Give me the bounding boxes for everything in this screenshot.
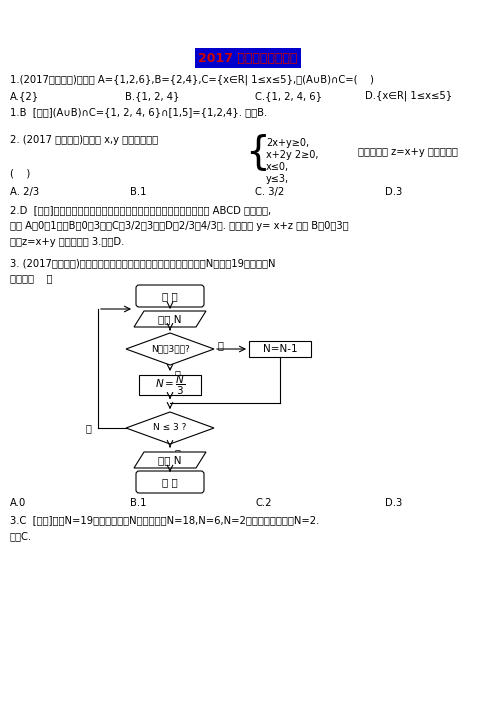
Text: A.{2}: A.{2} bbox=[10, 91, 39, 101]
Text: D.{x∈R| 1≤x≤5}: D.{x∈R| 1≤x≤5} bbox=[365, 91, 452, 101]
Text: 时，z=x+y 取最大値为 3.故选D.: 时，z=x+y 取最大値为 3.故选D. bbox=[10, 237, 124, 247]
Text: A.0: A.0 bbox=[10, 498, 26, 508]
Text: 2x+y≥0,: 2x+y≥0, bbox=[266, 138, 309, 148]
FancyBboxPatch shape bbox=[136, 285, 204, 307]
Text: x≤0,: x≤0, bbox=[266, 162, 289, 172]
Text: 输入 N: 输入 N bbox=[158, 314, 182, 324]
Text: D.3: D.3 bbox=[385, 187, 402, 197]
Text: $N = \dfrac{N}{3}$: $N = \dfrac{N}{3}$ bbox=[155, 373, 185, 397]
Polygon shape bbox=[134, 452, 206, 468]
Polygon shape bbox=[134, 311, 206, 327]
FancyBboxPatch shape bbox=[249, 341, 311, 357]
Text: B.1: B.1 bbox=[130, 187, 146, 197]
Text: D.3: D.3 bbox=[385, 498, 402, 508]
Text: 1.(2017年天津理)设集合 A={1,2,6},B={2,4},C={x∈R| 1≤x≤5},则(A∪B)∩C=(    ): 1.(2017年天津理)设集合 A={1,2,6},B={2,4},C={x∈R… bbox=[10, 74, 374, 85]
Text: x+2y 2≥0,: x+2y 2≥0, bbox=[266, 150, 318, 160]
Text: C.2: C.2 bbox=[255, 498, 271, 508]
Polygon shape bbox=[126, 412, 214, 444]
Text: 否: 否 bbox=[86, 423, 92, 433]
Text: 是: 是 bbox=[175, 448, 181, 458]
Text: 3.C  [解析]初始N=19，进入循环后N的値依次为N=18,N=6,N=2，结束循环，输出N=2.: 3.C [解析]初始N=19，进入循环后N的値依次为N=18,N=6,N=2，结… bbox=[10, 515, 319, 525]
Text: N能被3整除?: N能被3整除? bbox=[151, 345, 189, 354]
Text: y≤3,: y≤3, bbox=[266, 174, 289, 184]
Text: 则目标函数 z=x+y 的最大値为: 则目标函数 z=x+y 的最大値为 bbox=[358, 147, 458, 157]
Text: 其中 A（0，1），B（0，3），C（3/2，3），D（2/3，4/3）. 易得直线 y= x+z 过点 B（0，3）: 其中 A（0，1），B（0，3），C（3/2，3），D（2/3，4/3）. 易得… bbox=[10, 221, 349, 231]
Text: B.1: B.1 bbox=[130, 498, 146, 508]
Text: 的値为（    ）: 的値为（ ） bbox=[10, 273, 53, 283]
Text: 是: 是 bbox=[175, 369, 181, 379]
Text: 否: 否 bbox=[218, 340, 224, 350]
Text: C.{1, 2, 4, 6}: C.{1, 2, 4, 6} bbox=[255, 91, 322, 101]
Text: 输出 N: 输出 N bbox=[158, 455, 182, 465]
Text: 3. (2017年天津理)阅读右面的程序框图，运行相应的程序，若输入N的値为19，则输出N: 3. (2017年天津理)阅读右面的程序框图，运行相应的程序，若输入N的値为19… bbox=[10, 258, 275, 268]
Text: (    ): ( ) bbox=[10, 169, 30, 179]
Text: A. 2/3: A. 2/3 bbox=[10, 187, 39, 197]
Text: 2.D  [解析]画出不等式组表示的平面区域（图略），则可行域为四边形 ABCD 及其内部,: 2.D [解析]画出不等式组表示的平面区域（图略），则可行域为四边形 ABCD … bbox=[10, 205, 271, 215]
Text: 1.B  [解析](A∪B)∩C={1, 2, 4, 6}∩[1,5]={1,2,4}. 故选B.: 1.B [解析](A∪B)∩C={1, 2, 4, 6}∩[1,5]={1,2,… bbox=[10, 107, 267, 117]
Text: C. 3/2: C. 3/2 bbox=[255, 187, 284, 197]
Text: 开 始: 开 始 bbox=[162, 291, 178, 301]
Text: N=N-1: N=N-1 bbox=[263, 344, 297, 354]
Polygon shape bbox=[126, 333, 214, 365]
Text: {: { bbox=[246, 133, 270, 171]
Text: B.{1, 2, 4}: B.{1, 2, 4} bbox=[125, 91, 180, 101]
FancyBboxPatch shape bbox=[136, 471, 204, 493]
Text: 2017 年高考数学天津理: 2017 年高考数学天津理 bbox=[198, 51, 298, 65]
Text: 结 束: 结 束 bbox=[162, 477, 178, 487]
FancyBboxPatch shape bbox=[139, 375, 201, 395]
Text: N ≤ 3 ?: N ≤ 3 ? bbox=[153, 423, 186, 432]
Text: 2. (2017 年天津理)设变量 x,y 满足约束条件: 2. (2017 年天津理)设变量 x,y 满足约束条件 bbox=[10, 135, 158, 145]
Text: 故选C.: 故选C. bbox=[10, 531, 32, 541]
